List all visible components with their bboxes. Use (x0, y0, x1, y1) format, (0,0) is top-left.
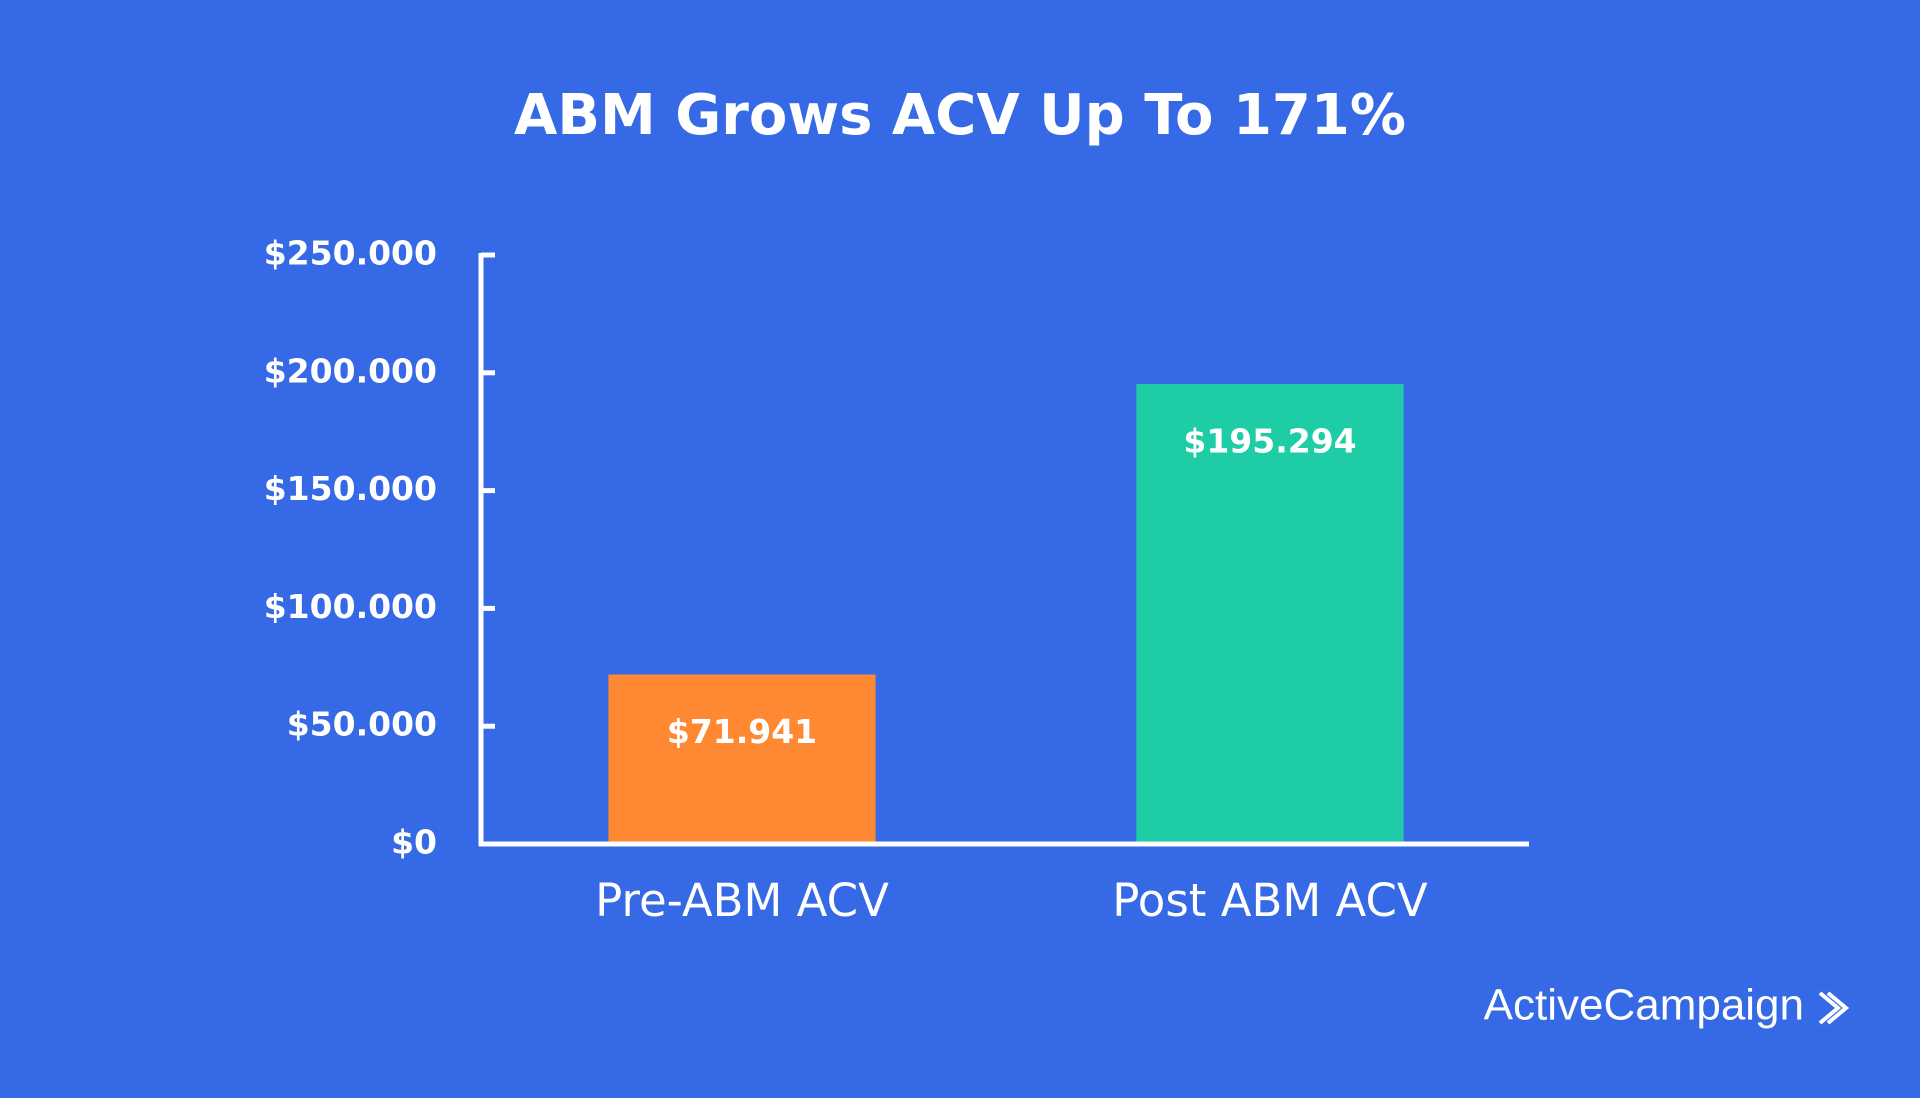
y-tick-label: $0 (391, 823, 437, 862)
y-tick-label: $150.000 (264, 469, 437, 508)
x-tick-label: Post ABM ACV (1112, 874, 1428, 927)
value-label: $195.294 (1183, 421, 1356, 460)
bar (1136, 383, 1404, 844)
brand-logo: ActiveCampaign (1484, 981, 1804, 1030)
y-tick-label: $250.000 (264, 234, 437, 273)
y-tick-label: $200.000 (264, 351, 437, 390)
y-tick-label: $50.000 (287, 705, 437, 744)
chart-title: ABM Grows ACV Up To 171% (514, 83, 1406, 148)
y-tick-label: $100.000 (264, 587, 437, 626)
value-label: $71.941 (667, 712, 817, 751)
x-tick-label: Pre-ABM ACV (595, 874, 889, 927)
bar (608, 674, 876, 844)
brand-chevron (1818, 991, 1850, 1025)
